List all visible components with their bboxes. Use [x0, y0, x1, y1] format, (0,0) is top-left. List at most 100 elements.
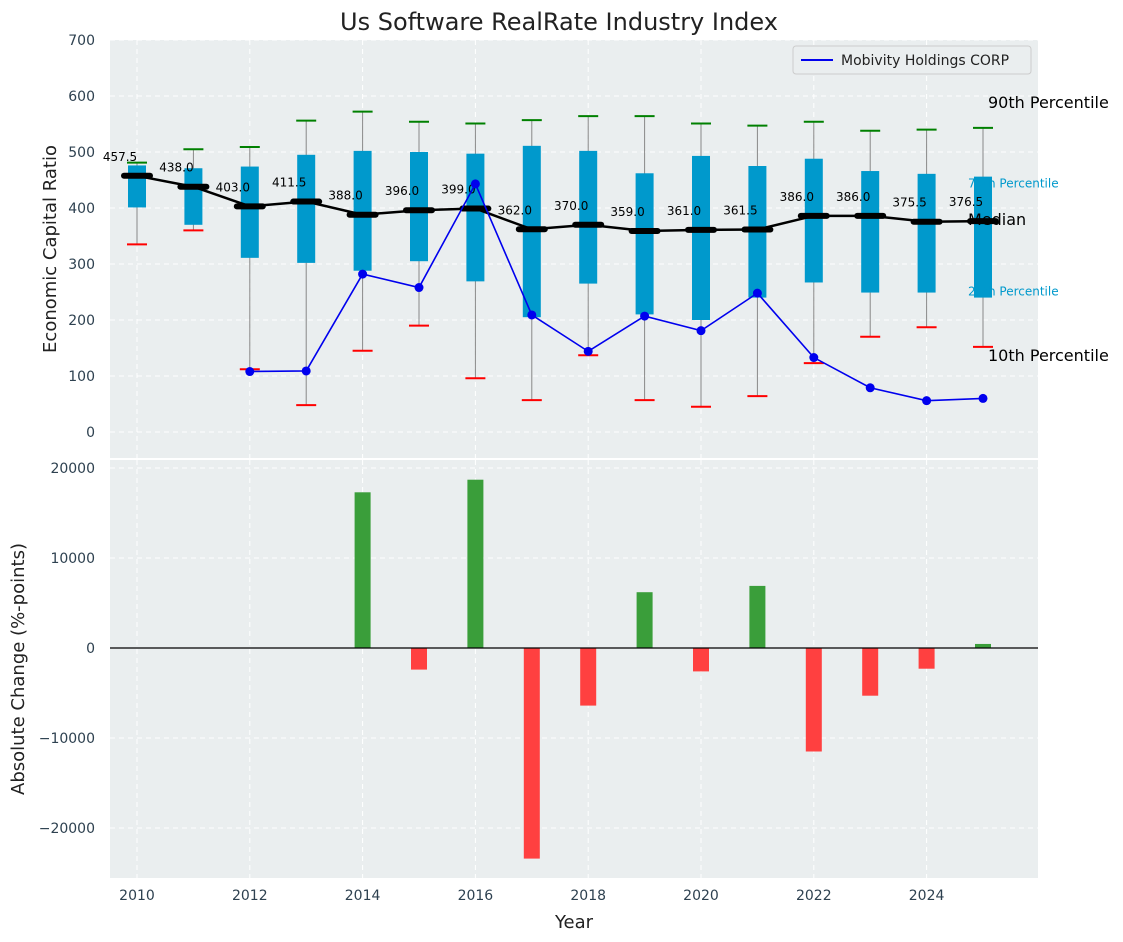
iqr-box — [635, 173, 654, 315]
median-data-label: 399.0 — [441, 183, 475, 197]
iqr-box — [974, 176, 992, 298]
iqr-box — [353, 150, 372, 271]
company-point — [752, 288, 762, 298]
company-point — [922, 396, 932, 406]
bottom-y-ticks: −20000 −10000 0 10000 20000 — [39, 461, 95, 837]
y-tick-label: 0 — [86, 641, 95, 657]
median-data-label: 411.5 — [272, 176, 306, 190]
company-line — [249, 182, 984, 402]
x-tick-label: 2014 — [345, 888, 381, 904]
y-tick-label: −20000 — [39, 821, 95, 837]
company-point — [978, 393, 988, 403]
x-tick-label: 2010 — [119, 888, 155, 904]
y-tick-label: 600 — [68, 89, 95, 105]
p75-annotation: 75th Percentile — [968, 177, 1059, 191]
iqr-box — [128, 165, 146, 208]
median-data-label: 376.5 — [949, 195, 983, 209]
chart-title: Us Software RealRate Industry Index — [340, 8, 778, 36]
change-bar — [580, 648, 597, 706]
company-point — [470, 179, 480, 189]
company-point — [696, 326, 706, 336]
median-data-label: 386.0 — [780, 190, 814, 204]
top-plot-area — [110, 40, 1038, 458]
median-series: 457.5 438.0 403.0 411.5 388.0 396.0 399.0 362.0… — [103, 150, 999, 234]
company-point — [358, 269, 368, 279]
top-y-axis-label: Economic Capital Ratio — [40, 145, 61, 353]
company-point — [527, 310, 537, 320]
y-tick-label: 400 — [68, 201, 95, 217]
x-tick-label: 2012 — [232, 888, 268, 904]
median-data-label: 370.0 — [554, 199, 588, 213]
change-bar — [411, 648, 427, 670]
iqr-box — [240, 166, 259, 258]
y-tick-label: 500 — [68, 145, 95, 161]
median-data-label: 359.0 — [610, 205, 644, 219]
median-data-label: 375.5 — [892, 196, 926, 210]
company-point — [583, 346, 593, 356]
iqr-box — [804, 158, 823, 283]
iqr-box — [410, 152, 428, 262]
company-point — [414, 283, 424, 293]
company-point — [640, 311, 650, 321]
y-tick-label: 0 — [86, 425, 95, 441]
iqr-box — [917, 173, 936, 293]
percentile-annotations: 90th Percentile 75th Percentile Median 25th… — [968, 93, 1109, 365]
legend-entry: Mobivity Holdings CORP — [841, 53, 1009, 69]
p90-annotation: 90th Percentile — [988, 93, 1109, 112]
change-bar — [975, 643, 991, 648]
company-point — [301, 366, 311, 376]
change-bar — [467, 479, 484, 648]
iqr-box — [861, 171, 880, 293]
change-bars — [354, 479, 991, 859]
x-tick-label: 2016 — [458, 888, 494, 904]
legend: Mobivity Holdings CORP — [792, 45, 1032, 75]
x-tick-label: 2022 — [796, 888, 832, 904]
y-tick-label: 100 — [68, 369, 95, 385]
median-data-label: 361.0 — [667, 204, 701, 218]
x-tick-label: 2024 — [909, 888, 945, 904]
median-line — [136, 174, 984, 233]
change-bar — [862, 648, 879, 696]
x-axis-label: Year — [554, 912, 594, 933]
change-bar — [918, 648, 935, 669]
x-ticks: 2010 2012 2014 2016 2018 2020 2022 2024 — [119, 888, 944, 904]
change-bar — [354, 492, 371, 648]
change-bar — [523, 648, 540, 859]
p25-annotation: 25th Percentile — [968, 285, 1059, 299]
bottom-plot-area — [110, 460, 1038, 878]
y-tick-label: 20000 — [50, 461, 95, 477]
median-data-label: 362.0 — [498, 203, 532, 217]
y-tick-label: 10000 — [50, 551, 95, 567]
change-bar — [693, 648, 709, 672]
company-point — [245, 367, 255, 377]
change-bar — [805, 648, 822, 752]
top-y-ticks: 0 100 200 300 400 500 600 700 — [68, 33, 95, 441]
company-point — [809, 353, 819, 363]
median-data-label: 396.0 — [385, 184, 419, 198]
iqr-box — [184, 168, 203, 225]
company-point — [865, 383, 875, 393]
iqr-box — [692, 155, 710, 320]
median-data-label: 388.0 — [328, 189, 362, 203]
median-data-label: 438.0 — [159, 161, 193, 175]
y-tick-label: 300 — [68, 257, 95, 273]
y-tick-label: 200 — [68, 313, 95, 329]
iqr-box — [297, 154, 316, 263]
median-data-label: 403.0 — [216, 180, 250, 194]
iqr-box — [579, 150, 598, 284]
median-data-label: 457.5 — [103, 150, 137, 164]
bottom-y-axis-label: Absolute Change (%-points) — [8, 543, 29, 795]
y-tick-label: −10000 — [39, 731, 95, 747]
y-tick-label: 700 — [68, 33, 95, 49]
change-bar — [749, 585, 766, 648]
change-bar — [636, 592, 653, 648]
x-tick-label: 2020 — [683, 888, 719, 904]
company-series — [245, 179, 988, 406]
iqr-box — [466, 153, 485, 282]
x-tick-label: 2018 — [570, 888, 606, 904]
median-annotation: Median — [968, 210, 1026, 229]
p10-annotation: 10th Percentile — [988, 346, 1109, 365]
median-data-label: 386.0 — [836, 190, 870, 204]
median-data-label: 361.5 — [723, 204, 757, 218]
